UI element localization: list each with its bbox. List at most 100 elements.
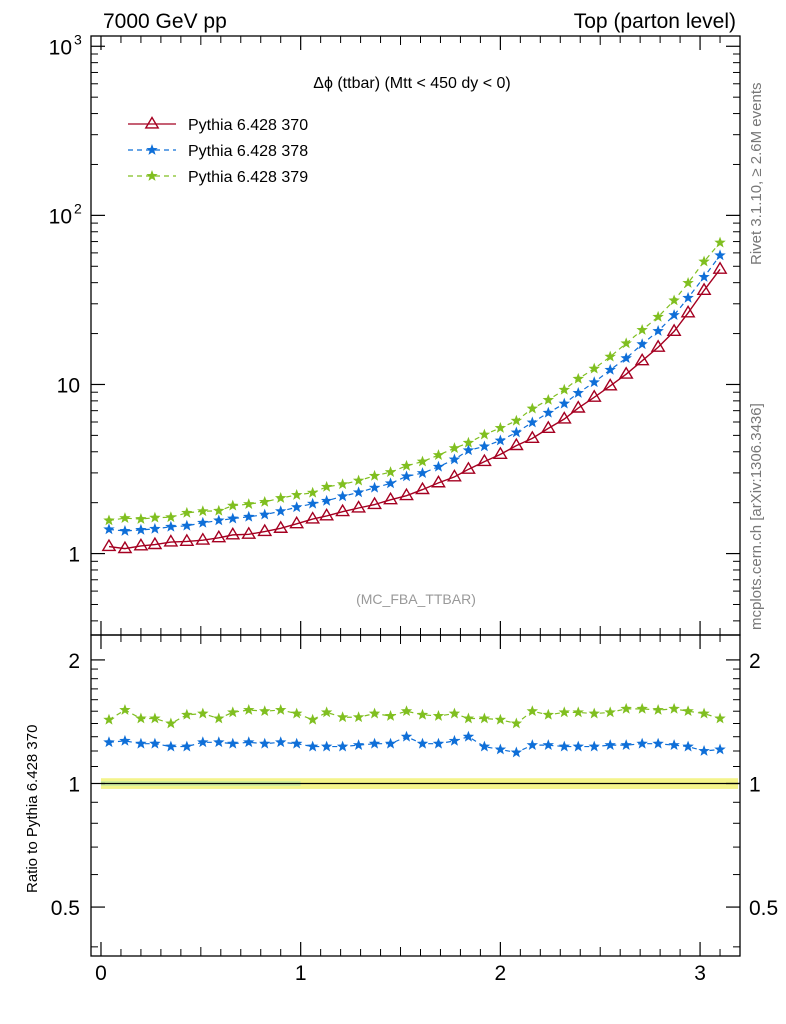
legend-label: Pythia 6.428 379: [188, 169, 308, 186]
data-point: [227, 499, 239, 511]
data-point: [620, 352, 632, 364]
data-point: [461, 461, 476, 474]
data-point: [682, 277, 694, 288]
data-point: [588, 376, 600, 388]
data-point: [634, 352, 650, 366]
ratio-point: [542, 708, 554, 720]
ratio-point: [368, 737, 381, 749]
data-point: [320, 480, 333, 492]
x-tick-label: 3: [694, 962, 706, 985]
data-point: [588, 362, 600, 374]
ratio-point: [714, 712, 726, 724]
ratio-point: [542, 739, 554, 750]
ratio-point: [336, 740, 349, 752]
ratio-point: [698, 744, 710, 756]
data-point: [540, 420, 556, 433]
ratio-point: [320, 740, 333, 752]
ratio-point: [368, 707, 381, 719]
ratio-point: [510, 717, 523, 729]
data-point: [680, 305, 696, 318]
data-point: [416, 467, 429, 478]
data-point: [352, 474, 365, 486]
ratio-point: [103, 736, 115, 748]
ratio-point: [275, 736, 287, 748]
data-point: [336, 478, 349, 490]
data-point: [494, 421, 507, 433]
data-point: [101, 538, 117, 552]
ratio-point: [197, 707, 209, 719]
ratio-point: [243, 704, 255, 715]
mcplots-label: mcplots.cern.ch [arXiv:1306.3436]: [748, 403, 765, 630]
series-line-3: [108, 242, 721, 522]
ratio-tick-label-right: 0.5: [749, 897, 778, 920]
data-point: [400, 470, 413, 482]
data-point: [524, 430, 540, 443]
ratio-point: [526, 705, 539, 717]
ratio-point: [306, 713, 319, 725]
ratio-point: [259, 737, 271, 749]
data-point: [542, 393, 554, 405]
data-point: [119, 525, 131, 536]
ratio-point: [698, 707, 710, 719]
data-point: [135, 513, 147, 524]
data-point: [698, 271, 710, 282]
legend: Pythia 6.428 370 Pythia 6.428 378 Pythia 6…: [128, 116, 308, 186]
data-point: [652, 310, 664, 322]
data-point: [289, 515, 305, 529]
ratio-point: [213, 736, 225, 748]
data-point: [257, 523, 273, 537]
ratio-point: [432, 737, 445, 749]
legend-marker: [144, 116, 160, 129]
data-point: [135, 523, 147, 535]
data-point: [636, 338, 648, 350]
ratio-point: [604, 739, 616, 750]
y-tick-label: 10: [49, 36, 72, 59]
data-point: [213, 514, 225, 526]
ratio-point: [227, 706, 239, 718]
data-point: [508, 437, 524, 451]
data-point: [586, 389, 602, 402]
ratio-point: [558, 740, 570, 752]
ratio-point: [275, 704, 287, 715]
ratio-point: [416, 708, 429, 720]
data-point: [698, 255, 710, 267]
ratio-point: [682, 705, 694, 717]
data-point: [558, 383, 570, 395]
data-point: [103, 523, 115, 535]
ratio-point: [448, 734, 461, 746]
ratio-point: [588, 707, 600, 719]
ratio-point: [259, 705, 271, 717]
data-point: [462, 444, 475, 456]
ratio-point: [290, 737, 303, 749]
data-point: [243, 498, 255, 510]
data-point: [306, 497, 319, 509]
ratio-point: [462, 712, 475, 724]
data-point: [305, 511, 321, 524]
data-point: [682, 291, 694, 303]
data-point: [149, 522, 161, 534]
x-tick-label: 2: [495, 962, 507, 985]
data-point: [133, 538, 149, 551]
data-point: [179, 533, 195, 547]
data-point: [714, 249, 726, 261]
legend-entry-3: Pythia 6.428 379: [128, 169, 308, 186]
data-point: [306, 486, 319, 498]
ratio-point: [149, 737, 161, 749]
ratio-point: [336, 711, 349, 723]
main-panel: [101, 236, 728, 554]
ratio-series-2: [103, 702, 726, 729]
data-point: [384, 477, 397, 489]
data-point: [447, 469, 462, 482]
data-point: [476, 453, 492, 467]
x-tick-label: 1: [295, 962, 307, 985]
ratio-point: [620, 702, 632, 714]
header-left: 7000 GeV pp: [103, 10, 227, 33]
ratio-tick-label: 2: [68, 650, 80, 673]
ratio-point: [462, 730, 475, 742]
data-point: [526, 416, 539, 428]
ratio-point: [227, 737, 239, 749]
data-point: [259, 508, 271, 520]
series-line-2: [108, 255, 721, 532]
ratio-point: [448, 707, 461, 719]
data-point: [165, 511, 177, 523]
